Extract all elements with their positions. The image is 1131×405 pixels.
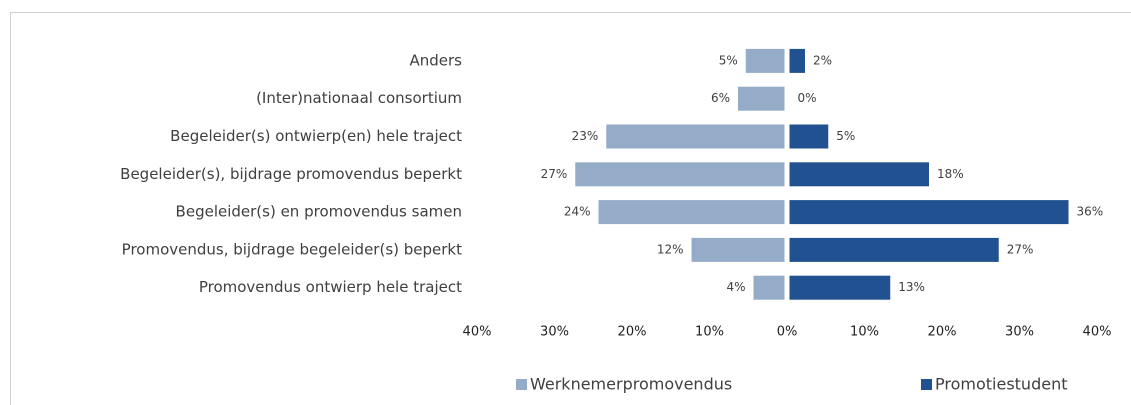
x-tick-label: 30% — [540, 325, 569, 340]
legend-swatch — [516, 379, 527, 390]
bar — [606, 124, 785, 149]
bar — [789, 237, 999, 262]
data-label: 27% — [541, 167, 568, 181]
bar — [789, 124, 829, 149]
chart-frame — [10, 12, 1131, 405]
data-label: 0% — [798, 91, 817, 105]
bar — [753, 275, 785, 300]
x-tick-label: 10% — [850, 325, 879, 340]
data-label: 6% — [711, 91, 730, 105]
bar — [789, 162, 929, 187]
bar — [789, 48, 805, 73]
x-tick-label: 20% — [928, 325, 957, 340]
data-label: 12% — [657, 242, 684, 256]
data-label: 27% — [1007, 242, 1034, 256]
data-label: 5% — [719, 53, 738, 67]
data-label: 4% — [726, 280, 745, 294]
bar — [738, 86, 785, 111]
category-label: Begeleider(s) ontwierp(en) hele traject — [170, 127, 462, 145]
category-label: Promovendus ontwierp hele traject — [199, 278, 462, 296]
data-label: 24% — [564, 205, 591, 219]
bar — [691, 237, 785, 262]
legend-swatch — [921, 379, 932, 390]
data-label: 2% — [813, 53, 832, 67]
x-tick-label: 30% — [1005, 325, 1034, 340]
x-tick-label: 40% — [463, 325, 492, 340]
legend-label: Werknemerpromovendus — [530, 375, 732, 394]
category-label: Begeleider(s) en promovendus samen — [176, 203, 462, 221]
category-label: Promovendus, bijdrage begeleider(s) bepe… — [122, 240, 462, 258]
x-tick-label: 0% — [777, 325, 798, 340]
x-tick-label: 40% — [1083, 325, 1112, 340]
x-tick-label: 10% — [695, 325, 724, 340]
data-label: 18% — [937, 167, 964, 181]
category-label: Anders — [410, 51, 463, 69]
bar — [745, 48, 785, 73]
legend-label: Promotiestudent — [935, 375, 1067, 394]
category-label: Begeleider(s), bijdrage promovendus bepe… — [120, 165, 462, 183]
bar — [598, 200, 785, 225]
data-label: 13% — [898, 280, 925, 294]
data-label: 36% — [1077, 205, 1104, 219]
bar — [789, 200, 1069, 225]
bar — [575, 162, 785, 187]
category-label: (Inter)nationaal consortium — [256, 89, 462, 107]
bar — [789, 275, 891, 300]
x-tick-label: 20% — [618, 325, 647, 340]
data-label: 23% — [572, 129, 599, 143]
data-label: 5% — [836, 129, 855, 143]
